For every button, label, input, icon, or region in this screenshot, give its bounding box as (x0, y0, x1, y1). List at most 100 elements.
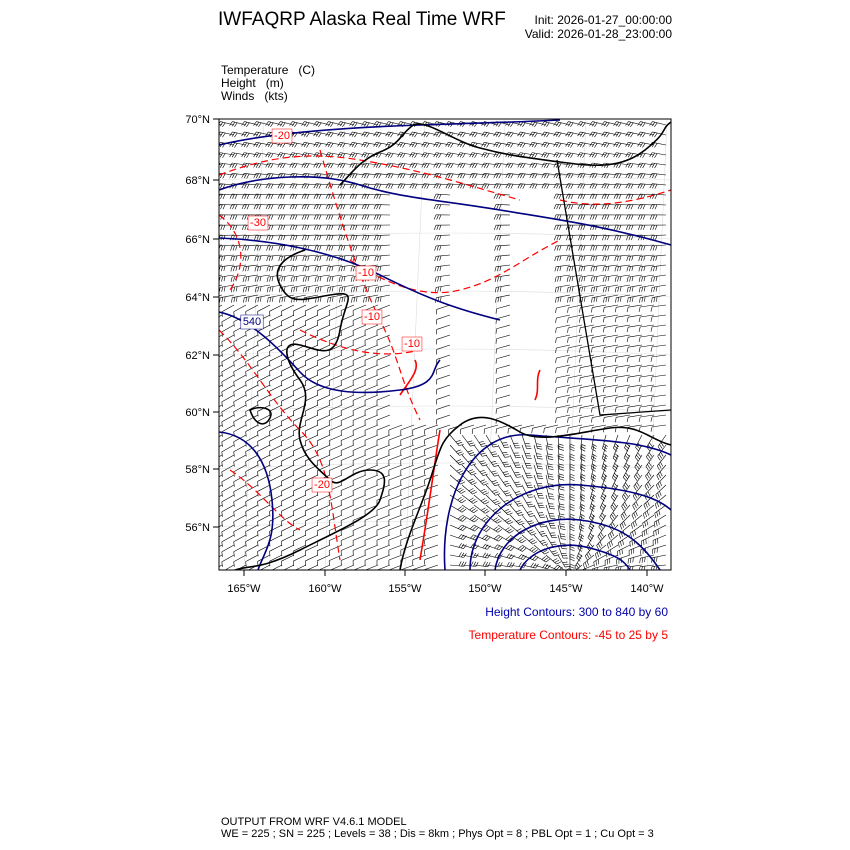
wind-barb (229, 141, 247, 148)
wind-barb (449, 552, 467, 558)
wind-barb (613, 152, 631, 158)
wind-barb (349, 141, 367, 148)
wind-barb (554, 244, 571, 251)
wind-barb (529, 131, 547, 138)
wind-barb (495, 304, 511, 314)
wind-barb (602, 404, 619, 413)
wind-barb (219, 152, 235, 158)
wind-barb (637, 224, 655, 230)
wind-barb (221, 544, 235, 557)
wind-barb (638, 254, 655, 262)
wind-barb (602, 284, 619, 293)
wind-barb (578, 244, 595, 251)
wind-barb (290, 254, 307, 262)
wind-barb (469, 162, 487, 169)
wind-barb (436, 364, 451, 375)
wind-barb (245, 454, 259, 467)
wind-barb (302, 284, 319, 293)
wind-barb (497, 514, 514, 525)
wind-barb (650, 304, 667, 312)
wind-barb (589, 121, 607, 128)
wind-barb (219, 524, 223, 528)
wind-barb (545, 454, 554, 470)
wind-barb (509, 553, 527, 560)
wind-barb (555, 344, 571, 354)
wind-barb (316, 424, 331, 436)
wind-barb (328, 374, 343, 386)
wind-barb (449, 524, 467, 531)
wind-barb (364, 384, 379, 396)
wind-barb (601, 454, 608, 472)
wind-barb (281, 524, 295, 537)
wind-barb (533, 454, 543, 470)
wind-barb (557, 554, 571, 568)
wind-barb (610, 494, 619, 512)
wind-barb (630, 514, 643, 529)
wind-barb (326, 264, 343, 272)
wind-barb (614, 344, 631, 353)
wind-barb (364, 394, 379, 406)
wind-barb (591, 294, 607, 303)
wind-barb (281, 454, 295, 467)
wind-barb (338, 234, 355, 241)
label-box (401, 336, 423, 352)
wind-barb (221, 354, 235, 367)
lat-tick-label: 70°N (185, 114, 210, 126)
wind-barb (221, 444, 235, 457)
wind-barb (436, 384, 451, 395)
wind-barb (316, 354, 331, 366)
wind-barb (362, 284, 379, 293)
wind-barb (277, 152, 295, 158)
wind-barb (650, 244, 667, 251)
wind-barb (641, 534, 655, 546)
wind-barb (497, 534, 515, 543)
wind-barb (638, 354, 655, 362)
wind-barb (638, 244, 655, 251)
wind-barb (445, 152, 463, 158)
coastline-north (339, 121, 671, 186)
wind-barb (638, 384, 655, 392)
wind-barb (328, 444, 343, 456)
wind-barb (495, 354, 511, 364)
wind-barb (257, 534, 271, 547)
wind-barb (626, 364, 643, 373)
wind-barb (509, 534, 526, 544)
wind-barb (614, 334, 631, 343)
wind-barb (555, 324, 571, 334)
wind-barb (281, 374, 295, 387)
wind-barb (257, 394, 271, 407)
wind-barb (589, 504, 596, 522)
wind-barb (617, 544, 631, 557)
wind-barb (497, 474, 511, 487)
wind-barb (229, 162, 247, 169)
wind-barb (301, 162, 319, 169)
wind-barb (229, 121, 247, 128)
wind-barb (565, 141, 583, 148)
wind-barb (293, 464, 307, 477)
wind-barb (409, 141, 427, 148)
wind-barb (650, 394, 667, 402)
wind-barb (221, 344, 235, 357)
wind-barb (388, 564, 403, 570)
wind-barb (541, 141, 559, 148)
wind-barb (497, 494, 513, 506)
wind-barb (388, 444, 403, 455)
wind-barb (257, 304, 271, 317)
wind-barb (266, 244, 283, 251)
wind-barb (400, 514, 415, 525)
wind-barb (485, 494, 501, 506)
wind-barb (400, 474, 415, 485)
wind-barb (376, 374, 391, 386)
wind-barb (521, 494, 535, 508)
wind-barb (221, 434, 235, 447)
wind-barb (649, 183, 667, 189)
wind-barb (385, 131, 403, 138)
graticule-line (219, 119, 671, 120)
wind-barb (626, 404, 643, 413)
wind-barb (412, 434, 427, 445)
wind-barb (461, 504, 478, 514)
wind-barb (290, 284, 307, 293)
warm-coastal-contours (399, 359, 541, 561)
wind-barb (603, 294, 619, 303)
